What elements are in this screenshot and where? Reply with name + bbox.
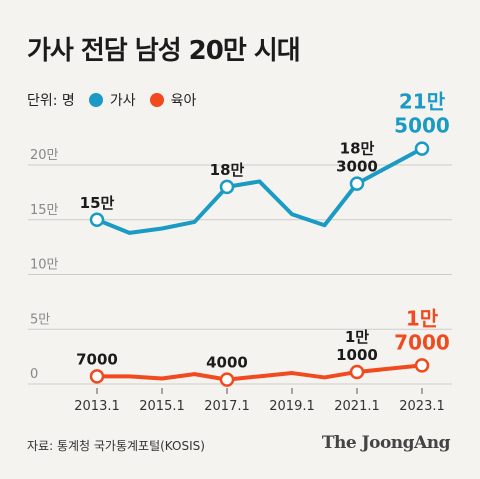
legend-swatch-housework xyxy=(88,93,103,107)
data-label: 4000 xyxy=(206,354,248,372)
y-tick-label: 5만 xyxy=(30,312,50,327)
data-label: 1만 xyxy=(345,328,369,346)
data-point-marker xyxy=(219,179,235,195)
x-tick-label: 2015.1 xyxy=(139,399,185,414)
data-label: 15만 xyxy=(80,194,115,212)
legend-item-childcare: 육아 xyxy=(149,90,197,110)
data-point-marker xyxy=(89,212,105,227)
data-label: 21만 xyxy=(399,90,446,114)
series-line-housework xyxy=(95,146,424,235)
y-tick-label: 15만 xyxy=(30,203,59,218)
data-point-marker xyxy=(414,141,430,156)
x-tick-label: 2017.1 xyxy=(204,399,250,414)
y-tick-label: 0 xyxy=(30,367,38,382)
legend-unit: 단위: 명 xyxy=(27,93,75,109)
x-tick-label: 2021.1 xyxy=(334,399,380,414)
data-label: 7000 xyxy=(394,330,450,354)
x-tick-label: 2023.1 xyxy=(399,399,445,414)
publisher-logo: The JoongAng xyxy=(321,433,451,453)
line-chart: 0 5만 10만 15만 20만 2013.1 2015.1 2017.1 2019.1 2021… xyxy=(28,90,452,414)
data-label: 18만 xyxy=(210,161,245,179)
data-label: 1만 xyxy=(406,306,439,330)
chart-title: 가사 전담 남성 20만 시대 xyxy=(27,36,301,66)
y-tick-label: 20만 xyxy=(30,148,59,163)
data-point-marker xyxy=(414,358,430,373)
y-tick-label: 10만 xyxy=(30,258,59,273)
series-line-childcare xyxy=(95,363,424,382)
data-point-marker xyxy=(219,372,235,387)
x-tick-label: 2013.1 xyxy=(74,399,120,414)
source-note: 자료: 통계청 국가통계포털(KOSIS) xyxy=(27,439,205,453)
data-point-marker xyxy=(349,176,365,191)
legend: 단위: 명 가사 육아 xyxy=(27,90,196,110)
data-label: 1000 xyxy=(336,346,378,364)
x-tick-label: 2019.1 xyxy=(269,399,315,414)
data-label: 5000 xyxy=(394,114,450,138)
legend-label-childcare: 육아 xyxy=(170,93,197,109)
data-point-marker xyxy=(349,364,365,380)
legend-swatch-childcare xyxy=(149,93,164,107)
data-label: 7000 xyxy=(76,350,118,368)
data-label: 3000 xyxy=(336,158,378,176)
data-point-marker xyxy=(89,369,105,384)
legend-label-housework: 가사 xyxy=(109,93,136,109)
legend-item-housework: 가사 xyxy=(88,90,136,110)
data-label: 18만 xyxy=(340,140,375,158)
